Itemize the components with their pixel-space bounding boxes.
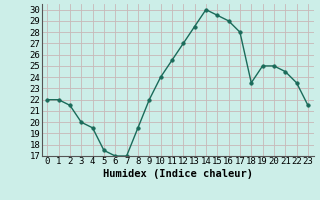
X-axis label: Humidex (Indice chaleur): Humidex (Indice chaleur) <box>103 169 252 179</box>
